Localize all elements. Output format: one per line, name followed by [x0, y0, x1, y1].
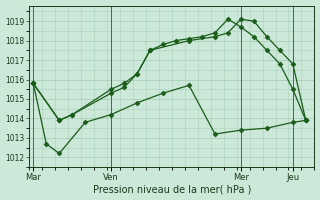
- X-axis label: Pression niveau de la mer( hPa ): Pression niveau de la mer( hPa ): [92, 184, 251, 194]
